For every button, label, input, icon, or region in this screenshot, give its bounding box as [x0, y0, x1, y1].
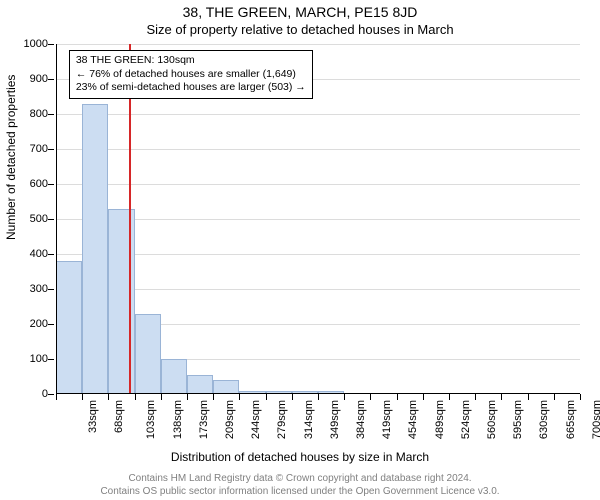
gridline: [56, 114, 580, 115]
x-tick: [161, 394, 162, 400]
gridline: [56, 44, 580, 45]
gridline: [56, 219, 580, 220]
y-tick-label: 1000: [24, 38, 48, 50]
x-tick-label: 103sqm: [146, 400, 158, 439]
x-tick: [449, 394, 450, 400]
y-tick: [48, 149, 54, 150]
y-tick-label: 700: [30, 143, 48, 155]
footer-attribution: Contains HM Land Registry data © Crown c…: [0, 473, 600, 498]
x-tick: [292, 394, 293, 400]
histogram-bar: [82, 104, 108, 395]
y-tick-label: 500: [30, 213, 48, 225]
x-tick: [239, 394, 240, 400]
x-tick-label: 244sqm: [250, 400, 262, 439]
x-tick: [344, 394, 345, 400]
y-tick: [48, 324, 54, 325]
histogram-bar: [213, 380, 239, 394]
y-tick-label: 100: [30, 353, 48, 365]
histogram-bar: [187, 375, 213, 394]
x-tick: [187, 394, 188, 400]
histogram-bar: [161, 359, 187, 394]
x-tick: [501, 394, 502, 400]
page-subtitle: Size of property relative to detached ho…: [0, 22, 600, 37]
x-tick: [554, 394, 555, 400]
x-tick: [135, 394, 136, 400]
x-tick: [266, 394, 267, 400]
y-tick-label: 600: [30, 178, 48, 190]
footer-line: Contains HM Land Registry data © Crown c…: [0, 473, 600, 486]
x-tick: [318, 394, 319, 400]
plot-area: 0100200300400500600700800900100033sqm68s…: [56, 44, 580, 394]
x-tick-label: 524sqm: [460, 400, 472, 439]
footer-line: Contains OS public sector information li…: [0, 486, 600, 499]
x-tick: [475, 394, 476, 400]
annotation-box: 38 THE GREEN: 130sqm ← 76% of detached h…: [69, 50, 313, 99]
x-tick: [370, 394, 371, 400]
gridline: [56, 289, 580, 290]
x-tick: [528, 394, 529, 400]
x-tick-label: 665sqm: [565, 400, 577, 439]
chart-page: 38, THE GREEN, MARCH, PE15 8JD Size of p…: [0, 0, 600, 500]
y-axis-label: Number of detached properties: [4, 75, 18, 240]
y-axis-line: [56, 44, 57, 394]
x-tick-label: 68sqm: [113, 400, 125, 433]
y-tick: [48, 44, 54, 45]
y-tick-label: 0: [42, 388, 48, 400]
y-tick-label: 800: [30, 108, 48, 120]
x-tick: [56, 394, 57, 400]
x-tick-label: 33sqm: [87, 400, 99, 433]
x-tick: [213, 394, 214, 400]
gridline: [56, 149, 580, 150]
y-tick: [48, 289, 54, 290]
x-tick-label: 138sqm: [172, 400, 184, 439]
x-tick-label: 700sqm: [591, 400, 600, 439]
x-tick-label: 419sqm: [381, 400, 393, 439]
y-tick: [48, 254, 54, 255]
annotation-line: ← 76% of detached houses are smaller (1,…: [76, 68, 306, 82]
x-tick-label: 314sqm: [303, 400, 315, 439]
x-tick-label: 384sqm: [355, 400, 367, 439]
x-tick-label: 173sqm: [198, 400, 210, 439]
x-axis-line: [56, 393, 580, 394]
y-tick: [48, 359, 54, 360]
annotation-line: 23% of semi-detached houses are larger (…: [76, 81, 306, 95]
y-tick: [48, 219, 54, 220]
x-tick: [82, 394, 83, 400]
page-title: 38, THE GREEN, MARCH, PE15 8JD: [0, 4, 600, 20]
y-tick: [48, 79, 54, 80]
x-tick: [397, 394, 398, 400]
x-tick-label: 595sqm: [512, 400, 524, 439]
histogram-bar: [135, 314, 161, 395]
histogram-bar: [56, 261, 82, 394]
y-tick-label: 200: [30, 318, 48, 330]
x-tick: [108, 394, 109, 400]
x-tick-label: 489sqm: [434, 400, 446, 439]
x-tick-label: 279sqm: [277, 400, 289, 439]
y-tick: [48, 114, 54, 115]
x-tick-label: 630sqm: [539, 400, 551, 439]
x-tick: [580, 394, 581, 400]
x-tick-label: 209sqm: [224, 400, 236, 439]
y-tick-label: 400: [30, 248, 48, 260]
x-tick-label: 349sqm: [329, 400, 341, 439]
gridline: [56, 184, 580, 185]
gridline: [56, 254, 580, 255]
x-tick: [423, 394, 424, 400]
x-tick-label: 454sqm: [408, 400, 420, 439]
annotation-line: 38 THE GREEN: 130sqm: [76, 54, 306, 68]
y-tick-label: 900: [30, 73, 48, 85]
y-tick-label: 300: [30, 283, 48, 295]
y-tick: [48, 394, 54, 395]
x-tick-label: 560sqm: [486, 400, 498, 439]
x-axis-label: Distribution of detached houses by size …: [0, 450, 600, 464]
y-tick: [48, 184, 54, 185]
